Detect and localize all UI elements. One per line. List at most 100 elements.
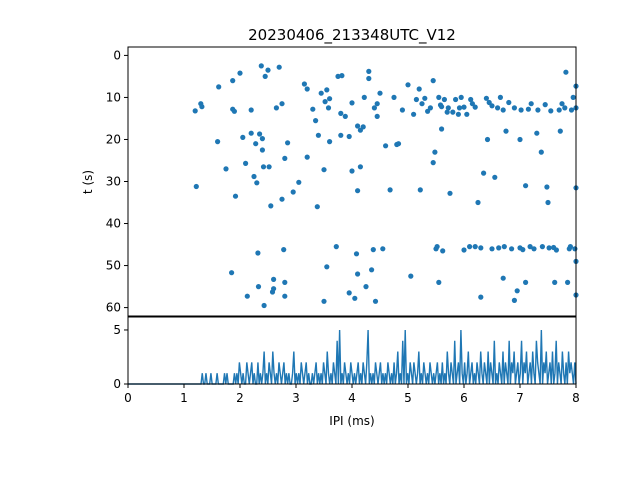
scatter-point: [391, 94, 397, 100]
x-tick-label: 4: [348, 391, 356, 405]
scatter-point: [377, 90, 383, 96]
y-tick-label: 60: [106, 301, 121, 315]
scatter-point: [534, 130, 540, 136]
scatter-point: [366, 75, 372, 82]
scatter-point: [544, 184, 550, 190]
scatter-point: [271, 286, 277, 292]
histogram-line: [128, 329, 577, 385]
scatter-point: [439, 104, 445, 110]
scatter-point: [501, 244, 507, 250]
scatter-point: [313, 118, 319, 124]
scatter-point: [240, 134, 246, 140]
scatter-point: [290, 189, 296, 195]
scatter-point: [511, 297, 517, 303]
scatter-point: [523, 279, 529, 285]
y-tick-label: 10: [106, 90, 121, 104]
histogram-y-ticks: 05: [113, 323, 128, 391]
scatter-point: [374, 101, 380, 107]
scatter-point: [346, 133, 352, 140]
scatter-point: [531, 246, 537, 252]
scatter-point: [322, 99, 328, 105]
y-tick-label: 0: [113, 48, 121, 62]
scatter-point: [248, 130, 254, 136]
scatter-point: [366, 68, 372, 74]
scatter-point: [427, 105, 433, 111]
histogram-x-ticks: 0 1 2 3 4 5 6 7 8: [124, 384, 580, 405]
scatter-point: [517, 136, 523, 143]
scatter-point: [199, 104, 205, 110]
x-tick-label: 7: [516, 391, 524, 405]
scatter-point: [232, 193, 239, 199]
scatter-point: [338, 132, 344, 138]
scatter-point: [511, 105, 517, 111]
scatter-point: [338, 110, 344, 116]
scatter-point: [548, 108, 554, 114]
scatter-point: [296, 179, 302, 185]
scatter-point: [520, 247, 526, 253]
scatter-point: [500, 107, 506, 113]
scatter-point: [321, 167, 327, 173]
scatter-point: [572, 246, 578, 252]
scatter-point: [380, 246, 386, 252]
x-tick-label: 8: [572, 391, 580, 405]
scatter-point: [223, 166, 229, 172]
scatter-point: [562, 105, 568, 111]
scatter-point: [419, 101, 425, 107]
scatter-point: [254, 180, 260, 186]
scatter-point: [495, 105, 501, 111]
scatter-point: [432, 149, 438, 155]
scatter-point: [374, 113, 380, 119]
scatter-point: [262, 73, 268, 79]
scatter-point: [464, 111, 470, 117]
scatter-point: [546, 245, 552, 251]
y-tick-label: 40: [106, 217, 121, 231]
scatter-point: [472, 244, 478, 250]
scatter-point: [441, 96, 447, 103]
scatter-point: [383, 143, 389, 149]
scatter-point: [215, 139, 221, 145]
scatter-point: [193, 183, 199, 190]
scatter-point: [509, 246, 515, 252]
scatter-point: [243, 160, 249, 166]
scatter-point: [369, 267, 375, 273]
scatter-point: [528, 101, 534, 107]
scatter-point: [514, 288, 520, 294]
y-tick-label: 30: [106, 175, 121, 189]
scatter-point: [565, 279, 571, 285]
scatter-point: [447, 190, 453, 196]
scatter-point: [255, 284, 262, 290]
scatter-point: [230, 78, 236, 84]
scatter-point: [301, 81, 307, 87]
scatter-point: [422, 95, 428, 101]
scatter-point: [229, 270, 235, 276]
scatter-point: [506, 99, 512, 106]
scatter-point: [304, 86, 310, 92]
scatter-point: [192, 108, 198, 114]
scatter-point: [497, 94, 503, 100]
scatter-point: [285, 140, 291, 146]
scatter-point: [535, 107, 541, 113]
scatter-point: [258, 63, 264, 69]
scatter-point: [279, 101, 285, 107]
scatter-point: [503, 128, 509, 134]
scatter-point: [568, 107, 575, 113]
x-tick-label: 5: [404, 391, 412, 405]
scatter-point: [372, 298, 379, 304]
scatter-point: [271, 276, 277, 282]
scatter-point: [259, 136, 265, 142]
scatter-point: [353, 251, 360, 257]
scatter-point: [456, 105, 463, 111]
scatter-point: [327, 96, 333, 102]
scatter-point: [440, 248, 446, 254]
scatter-point: [523, 183, 529, 189]
scatter-point: [468, 96, 474, 103]
scatter-point: [567, 244, 574, 250]
scatter-point: [518, 107, 524, 113]
scatter-point: [357, 164, 363, 170]
scatter-point: [325, 105, 332, 111]
x-tick-label: 1: [180, 391, 188, 405]
scatter-point: [483, 95, 489, 101]
scatter-point: [439, 126, 445, 132]
scatter-point: [467, 244, 473, 250]
scatter-point: [405, 82, 411, 88]
